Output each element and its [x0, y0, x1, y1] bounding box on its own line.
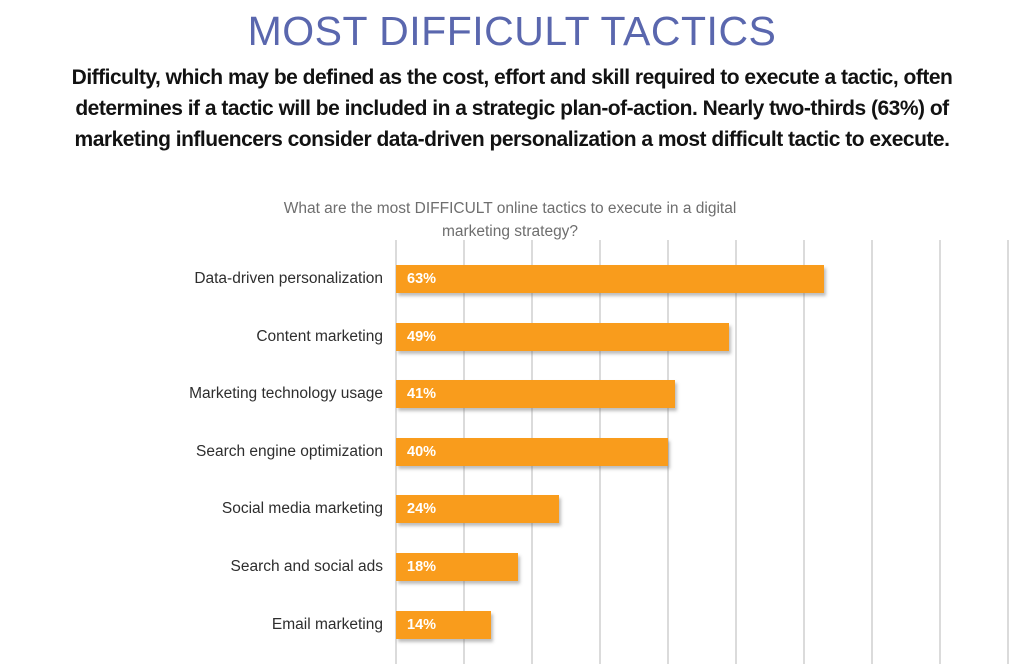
- chart-title-line: marketing strategy?: [441, 223, 579, 240]
- category-label: Data-driven personalization: [194, 270, 383, 287]
- gridline: [735, 240, 737, 664]
- gridline: [871, 240, 873, 664]
- gridline: [667, 240, 669, 664]
- page-title: MOST DIFFICULT TACTICS: [247, 8, 777, 54]
- bar-value-label: 40%: [407, 444, 437, 460]
- bar-value-label: 63%: [407, 271, 437, 287]
- intro-line: marketing influencers consider data-driv…: [74, 128, 950, 151]
- category-label: Search and social ads: [230, 558, 383, 575]
- chart-title: What are the most DIFFICULT online tacti…: [180, 197, 840, 243]
- category-label: Marketing technology usage: [189, 385, 383, 402]
- intro-line: determines if a tactic will be included …: [75, 97, 949, 120]
- bar: 24%: [396, 495, 559, 523]
- bar: 18%: [396, 553, 518, 581]
- gridline: [1007, 240, 1009, 664]
- bar-value-label: 18%: [407, 559, 437, 575]
- bar: 40%: [396, 438, 668, 466]
- chart-title-line: What are the most DIFFICULT online tacti…: [283, 200, 737, 217]
- gridline: [939, 240, 941, 664]
- category-label: Social media marketing: [221, 500, 383, 517]
- gridline: [803, 240, 805, 664]
- bar-value-label: 24%: [407, 501, 437, 517]
- category-label: Search engine optimization: [196, 443, 383, 460]
- bar-value-label: 49%: [407, 329, 437, 345]
- category-label: Email marketing: [271, 616, 383, 633]
- intro-paragraph: Difficulty, which may be defined as the …: [0, 62, 1024, 155]
- bar: 14%: [396, 611, 491, 639]
- bar: 49%: [396, 323, 729, 351]
- bar-value-label: 41%: [407, 386, 437, 402]
- intro-line: Difficulty, which may be defined as the …: [71, 66, 953, 89]
- bar: 63%: [396, 265, 824, 293]
- bar-value-label: 14%: [407, 617, 437, 633]
- bar: 41%: [396, 380, 675, 408]
- category-label: Content marketing: [256, 328, 383, 345]
